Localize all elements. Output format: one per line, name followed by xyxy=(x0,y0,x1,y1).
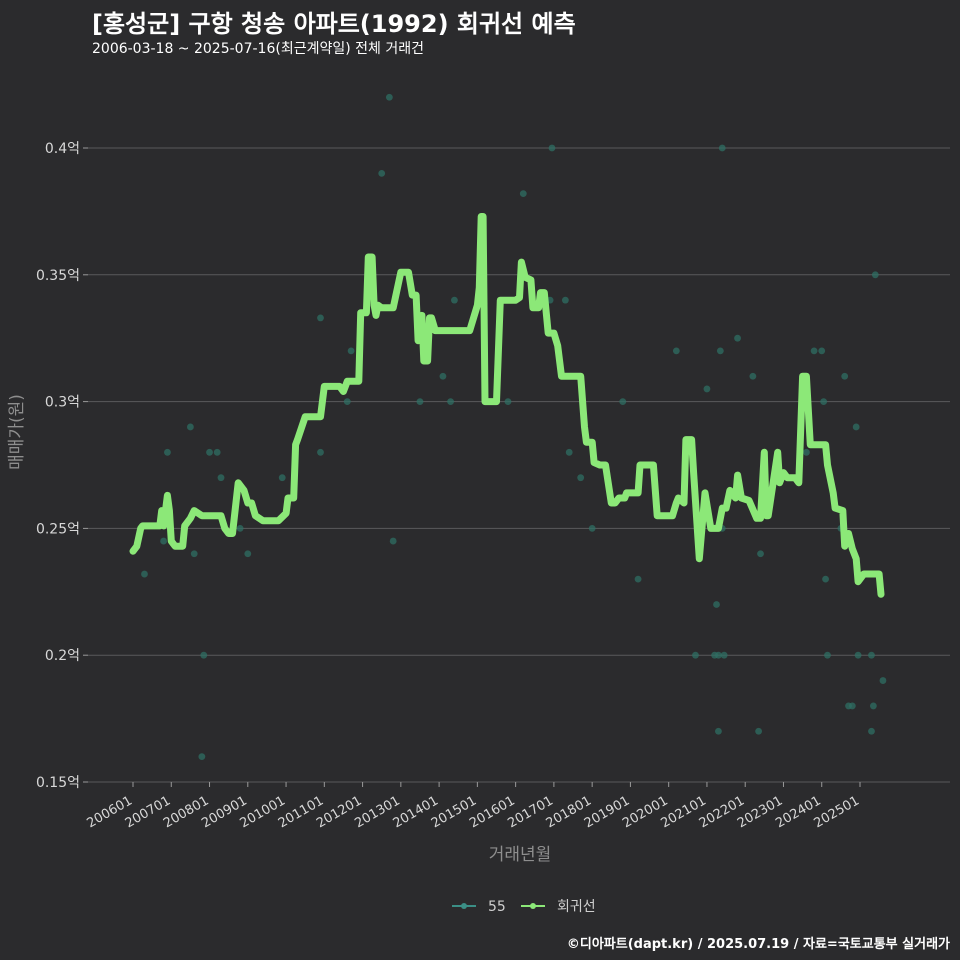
legend-label-scatter: 55 xyxy=(488,899,506,915)
scatter-point xyxy=(810,347,818,355)
x-axis-ticks: 2006012007012008012009012010012011012012… xyxy=(85,782,862,831)
scatter-point xyxy=(824,651,831,659)
legend-marker-line xyxy=(530,903,536,909)
y-tick-label: 0.3억 xyxy=(45,395,80,411)
scatter-point xyxy=(749,372,757,380)
scatter-point xyxy=(757,550,764,558)
scatter-point xyxy=(869,702,877,710)
chart-subtitle: 2006-03-18 ~ 2025-07-16(최근계약일) 전체 거래건 xyxy=(92,41,424,57)
scatter-point xyxy=(734,334,741,342)
scatter-point xyxy=(713,601,720,608)
scatter-point xyxy=(803,448,810,456)
scatter-point xyxy=(548,144,556,152)
y-tick-label: 0.15억 xyxy=(36,775,80,791)
scatter-point xyxy=(619,398,627,405)
scatter-point xyxy=(186,423,194,431)
scatter-point xyxy=(504,398,512,405)
scatter-point xyxy=(447,398,454,405)
scatter-point xyxy=(871,271,879,279)
scatter-point xyxy=(718,144,726,152)
scatter-point xyxy=(848,702,856,710)
scatter-point xyxy=(852,423,860,431)
scatter-point xyxy=(451,296,458,304)
y-tick-label: 0.35억 xyxy=(36,268,80,284)
scatter-point xyxy=(278,474,286,482)
scatter-point xyxy=(565,448,573,456)
scatter-point xyxy=(577,474,585,482)
scatter-point xyxy=(561,296,569,304)
regression-line-series xyxy=(129,213,885,598)
scatter-point xyxy=(692,651,699,659)
y-tick-label: 0.4억 xyxy=(45,141,80,157)
scatter-point xyxy=(634,575,642,583)
y-tick-label: 0.2억 xyxy=(45,648,80,664)
scatter-point xyxy=(347,347,355,355)
scatter-point xyxy=(715,651,722,659)
scatter-point xyxy=(198,753,206,761)
x-axis-title: 거래년월 xyxy=(489,845,552,865)
scatter-point xyxy=(385,93,393,101)
legend-label-line: 회귀선 xyxy=(557,899,596,915)
scatter-point xyxy=(206,448,213,456)
y-tick-label: 0.25억 xyxy=(36,521,80,537)
scatter-point xyxy=(190,550,198,558)
scatter-point xyxy=(841,372,849,380)
scatter-point xyxy=(822,575,829,583)
legend: 55 회귀선 xyxy=(452,899,596,915)
scatter-point xyxy=(715,727,722,735)
scatter-point xyxy=(217,474,225,482)
scatter-point xyxy=(820,398,828,405)
scatter-point xyxy=(317,314,324,322)
scatter-point xyxy=(716,347,724,355)
scatter-point xyxy=(213,448,221,456)
scatter-point xyxy=(439,372,447,380)
regression-line xyxy=(129,213,885,598)
scatter-point xyxy=(236,525,244,532)
scatter-point xyxy=(200,651,208,659)
y-axis-ticks: 0.15억 0.2억 0.25억 0.3억 0.35억 0.4억 xyxy=(36,141,88,791)
scatter-point xyxy=(160,537,168,545)
scatter-point xyxy=(244,550,252,558)
scatter-point xyxy=(141,570,148,578)
scatter-point xyxy=(868,651,875,659)
scatter-point xyxy=(588,525,596,532)
scatter-point xyxy=(343,398,351,405)
scatter-point xyxy=(378,169,386,177)
scatter-series xyxy=(141,93,887,761)
scatter-point xyxy=(389,537,397,545)
scatter-point xyxy=(416,398,424,405)
scatter-point xyxy=(672,347,680,355)
scatter-point xyxy=(317,448,324,456)
y-axis-title: 매매가(원) xyxy=(7,394,27,470)
footer-credit: ©디아파트(dapt.kr) / 2025.07.19 / 자료=국토교통부 실… xyxy=(566,937,950,952)
scatter-point xyxy=(703,385,711,393)
scatter-point xyxy=(854,651,862,659)
legend-marker-scatter xyxy=(461,903,467,909)
scatter-point xyxy=(818,347,826,355)
scatter-point xyxy=(879,677,887,684)
scatter-point xyxy=(868,727,875,735)
grid-lines xyxy=(88,147,950,783)
scatter-point xyxy=(164,448,171,456)
scatter-point xyxy=(755,727,763,735)
scatter-point xyxy=(720,651,728,659)
chart-title: [홍성군] 구항 청송 아파트(1992) 회귀선 예측 xyxy=(92,10,576,38)
scatter-point xyxy=(519,190,527,198)
